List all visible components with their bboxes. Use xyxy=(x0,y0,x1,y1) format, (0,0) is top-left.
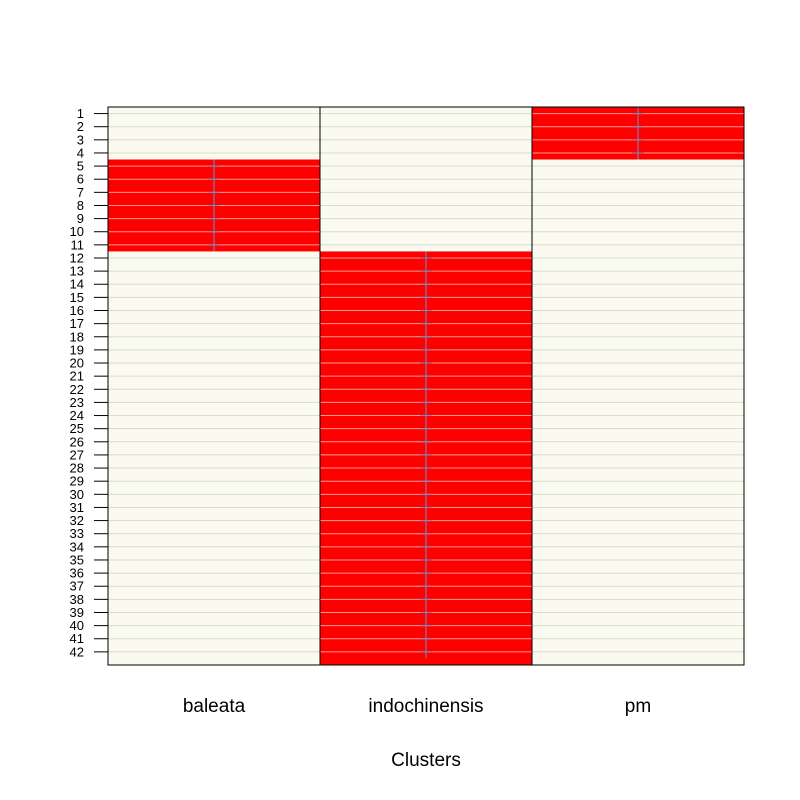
y-tick-label: 15 xyxy=(70,290,84,305)
y-tick-label: 13 xyxy=(70,264,84,279)
frame-layer xyxy=(107,106,745,666)
y-tick-label: 14 xyxy=(70,277,84,292)
y-tick-label: 42 xyxy=(70,644,84,659)
y-tick-label: 24 xyxy=(70,408,84,423)
y-tick-label: 34 xyxy=(70,539,84,554)
y-tick-label: 25 xyxy=(70,421,84,436)
y-tick-label: 4 xyxy=(77,145,84,160)
y-tick-label: 9 xyxy=(77,211,84,226)
y-tick-label: 27 xyxy=(70,447,84,462)
y-tick-label: 8 xyxy=(77,198,84,213)
plot-frame xyxy=(107,106,745,666)
y-tick-label: 10 xyxy=(70,224,84,239)
category-label-baleata: baleata xyxy=(183,696,246,717)
y-tick-label: 40 xyxy=(70,618,84,633)
y-tick-label: 11 xyxy=(71,237,85,252)
y-tick-label: 41 xyxy=(70,631,84,646)
y-tick-label: 20 xyxy=(70,356,84,371)
y-tick-label: 5 xyxy=(77,159,84,174)
y-tick-label: 36 xyxy=(70,566,84,581)
y-tick-label: 17 xyxy=(70,316,84,331)
y-tick-label: 19 xyxy=(70,342,84,357)
y-tick-label: 21 xyxy=(70,369,84,384)
y-tick-label: 1 xyxy=(77,106,84,121)
y-tick-label: 28 xyxy=(70,461,84,476)
y-tick-label: 3 xyxy=(77,132,84,147)
category-label-indochinensis: indochinensis xyxy=(368,696,483,717)
y-tick-label: 12 xyxy=(70,250,84,265)
y-tick-label: 7 xyxy=(77,185,84,200)
y-axis: 1234567891011121314151617181920212223242… xyxy=(70,106,108,659)
y-tick-label: 22 xyxy=(70,382,84,397)
y-tick-label: 31 xyxy=(70,500,84,515)
y-tick-label: 23 xyxy=(70,395,84,410)
y-tick-label: 37 xyxy=(70,579,84,594)
y-tick-label: 6 xyxy=(77,172,84,187)
y-tick-label: 26 xyxy=(70,434,84,449)
y-tick-label: 33 xyxy=(70,526,84,541)
y-tick-label: 18 xyxy=(70,329,84,344)
category-label-pm: pm xyxy=(625,696,651,717)
y-tick-label: 35 xyxy=(70,552,84,567)
x-axis: baleata indochinensis pm xyxy=(183,696,651,717)
row-line-layer xyxy=(108,113,744,653)
y-tick-label: 38 xyxy=(70,592,84,607)
y-tick-label: 2 xyxy=(77,119,84,134)
y-tick-label: 29 xyxy=(70,474,84,489)
y-tick-label: 16 xyxy=(70,303,84,318)
marker-layer xyxy=(208,107,644,659)
y-tick-label: 32 xyxy=(70,513,84,528)
y-tick-label: 30 xyxy=(70,487,84,502)
x-axis-title: Clusters xyxy=(391,750,461,771)
y-tick-label: 39 xyxy=(70,605,84,620)
